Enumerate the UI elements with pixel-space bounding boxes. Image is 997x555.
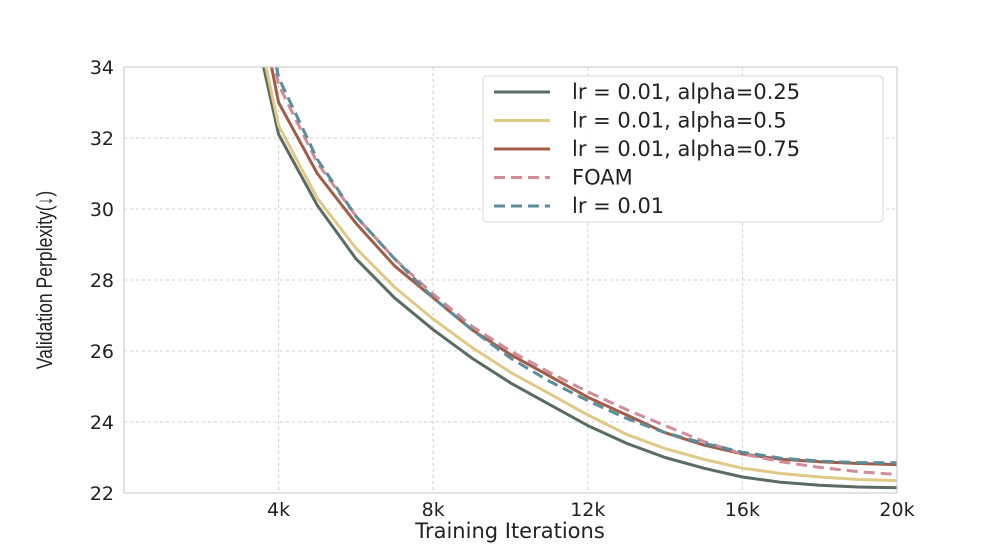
legend-label: lr = 0.01, alpha=0.25 [572, 80, 800, 104]
x-tick-label: 20k [879, 499, 914, 521]
series-line-lr-0-01-alpha-0-75 [270, 67, 897, 467]
y-tick-label: 26 [90, 341, 114, 363]
x-tick-label: 16k [725, 499, 760, 521]
legend-label: lr = 0.01, alpha=0.5 [572, 109, 787, 133]
legend-box [482, 75, 884, 223]
series-line-lr-0-01-alpha-0-25 [262, 67, 897, 490]
legend-label: lr = 0.01 [572, 194, 664, 218]
y-axis-title: Validation Perplexity(↓) [33, 191, 57, 370]
series-line-lr-0-01-alpha-0-5 [264, 67, 897, 483]
y-tick-label: 32 [90, 128, 114, 150]
series-lines [262, 67, 897, 490]
y-tick-label: 22 [90, 483, 114, 505]
legend-label: FOAM [572, 166, 633, 190]
y-tick-label: 28 [90, 270, 114, 292]
plot-frame [123, 66, 898, 494]
x-axis-title: Training Iterations [414, 519, 605, 543]
y-tick-label: 34 [90, 57, 114, 79]
y-tick-label: 24 [90, 412, 114, 434]
x-tick-label: 8k [422, 499, 445, 521]
tick-labels: 4k 8k 12k 16k 20k 22 24 26 28 30 32 34 [90, 57, 915, 521]
x-tick-label: 4k [267, 499, 290, 521]
y-tick-label: 30 [90, 199, 114, 221]
legend-label: lr = 0.01, alpha=0.75 [572, 137, 800, 161]
x-tick-label: 12k [570, 499, 605, 521]
series-line-lr-0-01 [274, 67, 897, 465]
legend: lr = 0.01, alpha=0.25 lr = 0.01, alpha=0.… [482, 75, 884, 223]
